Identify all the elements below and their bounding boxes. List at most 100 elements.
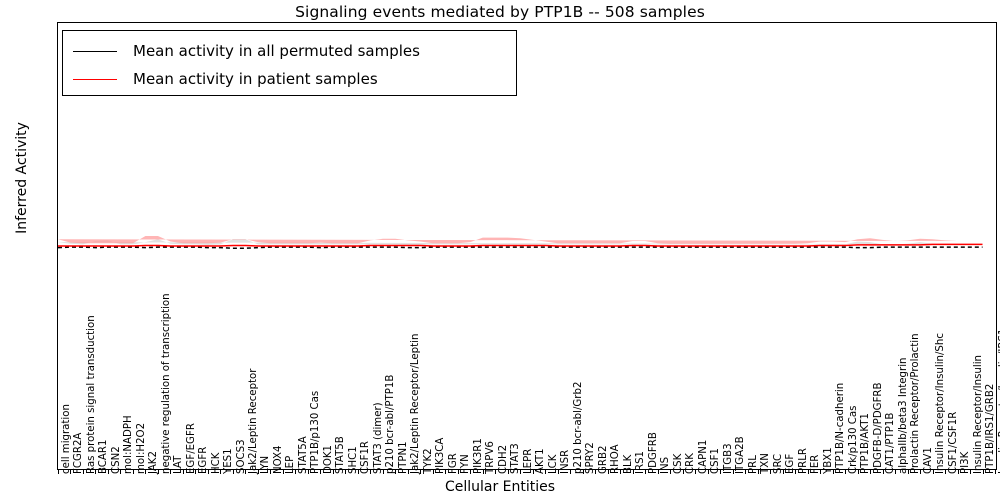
- x-tick-mark: [795, 470, 797, 474]
- x-tick-mark: [732, 470, 734, 474]
- confidence-band-permuted: [58, 239, 983, 245]
- x-tick-label: CSK: [672, 453, 684, 474]
- x-tick-mark: [157, 470, 159, 474]
- x-tick-mark: [307, 470, 309, 474]
- x-tick-label: FCGR2A: [73, 432, 85, 474]
- x-tick-label: alphaIIb/beta3 Integrin: [897, 357, 909, 474]
- x-tick-mark: [907, 470, 909, 474]
- x-tick-label: LYN: [260, 455, 272, 474]
- x-tick-mark: [782, 470, 784, 474]
- x-tick-label: CSF1R: [360, 441, 372, 474]
- x-tick-label: YES1: [223, 448, 234, 474]
- mean-line-permuted: [58, 246, 983, 249]
- x-tick-label: Crk/p130 Cas: [847, 405, 859, 474]
- x-tick-label: SPRY2: [585, 442, 597, 474]
- x-tick-mark: [857, 470, 859, 474]
- x-tick-mark: [970, 470, 971, 474]
- x-tick-label: IRS1: [635, 450, 647, 474]
- x-tick-mark: [320, 470, 322, 474]
- x-tick-mark: [470, 470, 472, 474]
- x-tick-mark: [407, 470, 409, 474]
- x-tick-label: HCK: [210, 452, 222, 474]
- x-tick-mark: [682, 470, 684, 474]
- x-tick-mark: [245, 470, 247, 474]
- x-tick-label: RHOA: [610, 444, 622, 474]
- x-tick-mark: [607, 470, 609, 474]
- x-tick-label: SHC1: [347, 446, 359, 474]
- x-tick-mark: [870, 470, 872, 474]
- x-tick-label: NOX4: [272, 445, 284, 474]
- x-tick-label: p210 bcr-abl/Grb2: [572, 381, 584, 474]
- x-tick-mark: [707, 470, 709, 474]
- x-tick-mark: [420, 470, 422, 474]
- x-tick-mark: [495, 470, 497, 474]
- x-tick-label: Jak2/Leptin Receptor/Leptin: [410, 333, 422, 474]
- x-tick-mark: [370, 470, 372, 474]
- x-tick-label: Insulin Receptor/Insulin: [972, 355, 984, 474]
- x-tick-label: CSF1: [710, 448, 722, 474]
- x-tick-mark: [295, 470, 297, 474]
- x-tick-mark: [832, 470, 834, 474]
- confidence-band-patient: [58, 235, 983, 244]
- x-tick-label: PTP1B/N-cadherin: [835, 382, 847, 474]
- x-tick-label: CAV1: [922, 447, 934, 474]
- x-tick-label: PRLR: [797, 448, 809, 474]
- x-tick-mark: [932, 470, 934, 474]
- x-tick-label: Insulin Receptor/Insulin/Shc: [935, 333, 947, 474]
- x-tick-label: cell migration: [60, 404, 72, 474]
- legend-swatch-permuted: [73, 50, 117, 52]
- x-tick-mark: [520, 470, 522, 474]
- x-tick-mark: [657, 470, 659, 474]
- x-tick-label: Prolactin Receptor/Prolactin: [910, 333, 922, 474]
- x-tick-mark: [282, 470, 284, 474]
- x-tick-mark: [820, 470, 822, 474]
- x-tick-mark: [257, 470, 259, 474]
- x-tick-label: mol:NADPH: [123, 415, 135, 474]
- x-tick-mark: [695, 470, 697, 474]
- x-tick-mark: [757, 470, 759, 474]
- x-tick-label: AKT1: [535, 448, 547, 474]
- x-tick-label: FYN: [460, 454, 472, 474]
- mean-line-patient: [58, 243, 983, 247]
- x-tick-label: PDGFRB: [647, 432, 659, 474]
- x-tick-mark: [545, 470, 547, 474]
- x-tick-label: CSF1/CSF1R: [947, 411, 959, 474]
- x-tick-mark: [345, 470, 347, 474]
- x-tick-mark: [182, 470, 184, 474]
- x-tick-mark: [807, 470, 809, 474]
- x-tick-mark: [232, 470, 234, 474]
- x-tick-label: FER: [810, 454, 822, 474]
- x-tick-label: LEPR: [522, 448, 534, 474]
- x-tick-label: TXN: [760, 453, 772, 474]
- x-tick-label: STAT5B: [335, 436, 347, 474]
- x-tick-mark: [195, 470, 197, 474]
- plot-area: [58, 23, 996, 469]
- x-tick-label: PDGFB-D/PDGFRB: [872, 382, 884, 475]
- x-tick-label: LAT: [173, 455, 185, 474]
- x-tick-label: CAT1/PTP1B: [885, 412, 897, 474]
- x-tick-label: FGR: [447, 453, 459, 474]
- x-tick-mark: [58, 470, 59, 474]
- legend-label-patient: Mean activity in patient samples: [133, 69, 378, 88]
- x-tick-mark: [207, 470, 209, 474]
- x-tick-label: SRC: [772, 453, 784, 474]
- legend-entry-patient: Mean activity in patient samples: [73, 65, 506, 93]
- x-tick-label: TRPV6: [485, 441, 497, 474]
- x-tick-mark: [895, 470, 897, 474]
- x-tick-mark: [357, 470, 359, 474]
- x-tick-mark: [882, 470, 884, 474]
- x-tick-label: PTPN1: [397, 441, 409, 474]
- x-tick-label: TYK2: [422, 448, 434, 474]
- x-tick-mark: [445, 470, 447, 474]
- x-tick-mark: [70, 470, 72, 474]
- x-tick-label: PRL: [747, 455, 759, 474]
- x-tick-mark: [770, 470, 772, 474]
- x-tick-label: BCAR1: [98, 439, 110, 474]
- x-tick-label: Jak2/Leptin Receptor: [248, 368, 259, 474]
- x-tick-label: JAK2: [148, 451, 160, 474]
- x-tick-mark: [720, 470, 722, 474]
- x-tick-label: CSN2: [110, 446, 122, 474]
- x-tick-label: CRK: [685, 453, 697, 474]
- x-tick-mark: [557, 470, 559, 474]
